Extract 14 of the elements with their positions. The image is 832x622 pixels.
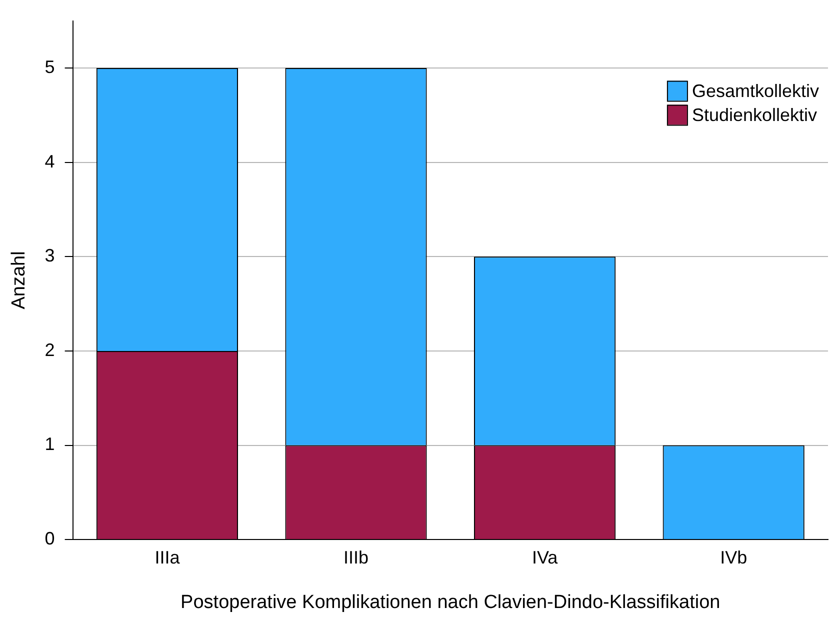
x-tick-label: IVa [532, 547, 559, 568]
legend-label: Studienkollektiv [692, 104, 818, 125]
y-tick-label: 4 [44, 151, 55, 172]
x-tick-label: IIIa [154, 547, 181, 568]
y-tick-label: 0 [44, 528, 55, 549]
y-tick-label: 2 [44, 340, 55, 360]
y-tick-label: 3 [44, 246, 55, 266]
y-axis-title: Anzahl [8, 251, 30, 310]
legend-label: Gesamtkollektiv [692, 80, 820, 101]
x-tick-label: IIIb [344, 547, 369, 568]
y-tick-label: 1 [44, 434, 55, 454]
x-tick-label: IVb [720, 547, 748, 568]
x-axis-title: Postoperative Komplikationen nach Clavien-Dindo-Klassifikation [180, 592, 720, 613]
y-tick-label: 5 [44, 56, 55, 77]
